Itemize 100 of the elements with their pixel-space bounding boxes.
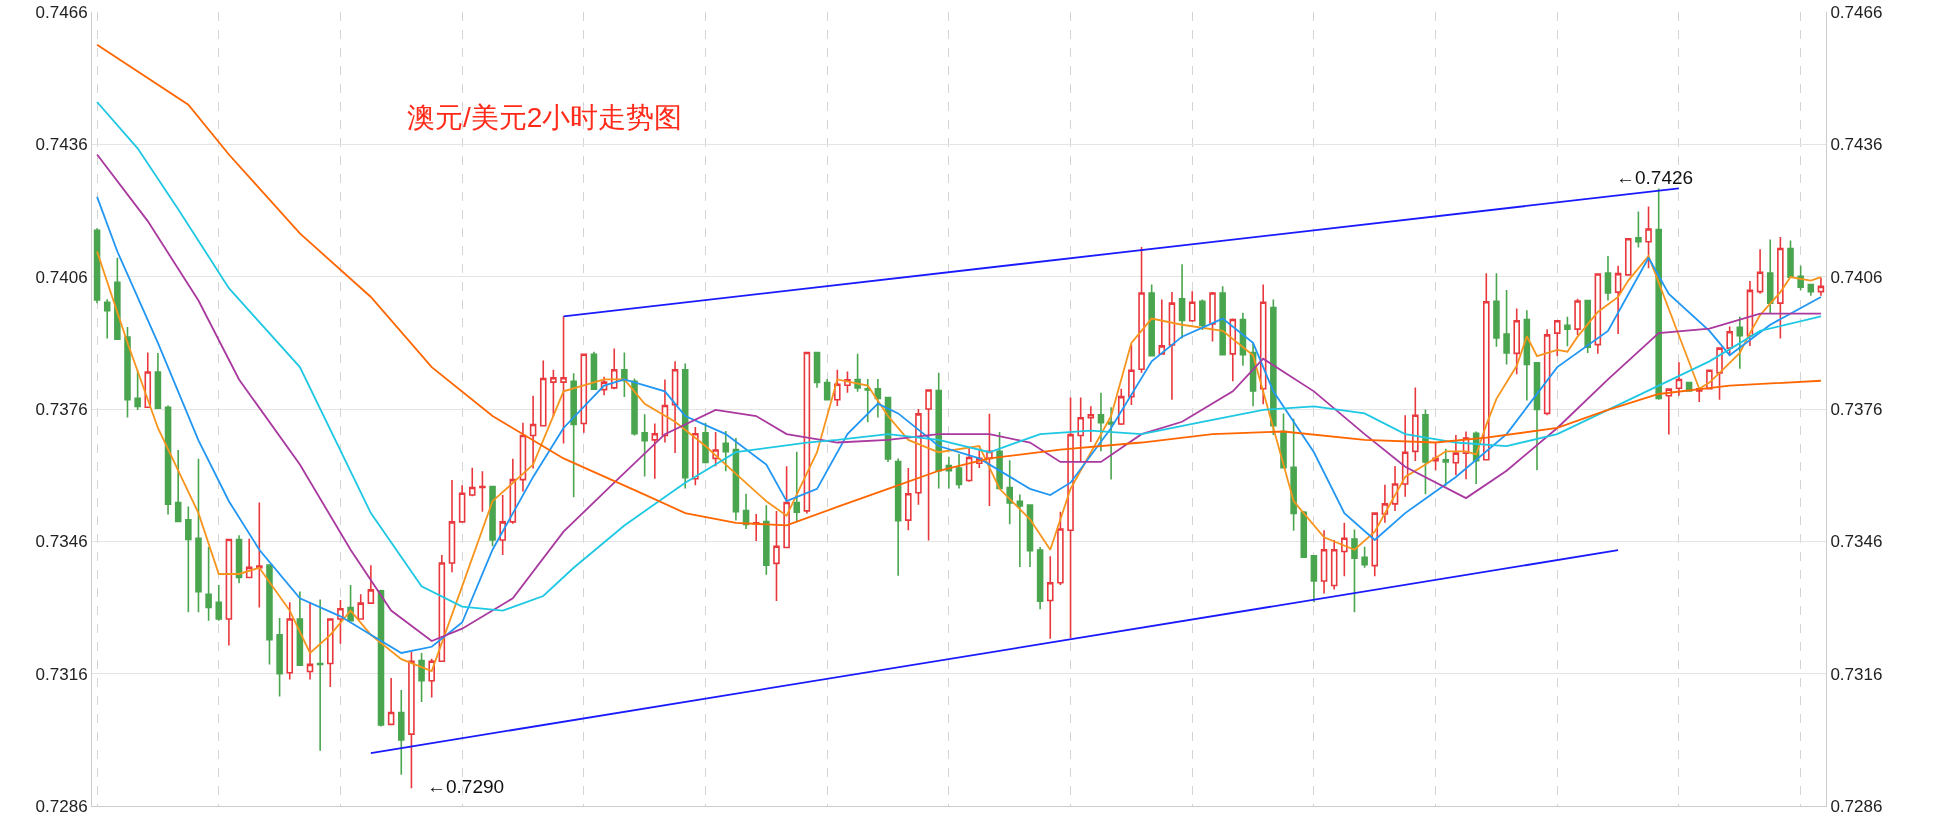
y2-tick-label: 0.7316 bbox=[1830, 664, 1883, 684]
candlestick bbox=[225, 537, 233, 647]
candlestick bbox=[752, 513, 760, 542]
candlestick bbox=[631, 377, 638, 437]
candlestick bbox=[468, 466, 476, 498]
candlestick bbox=[1046, 555, 1054, 640]
candlestick bbox=[1787, 239, 1794, 279]
candlestick bbox=[1645, 205, 1652, 270]
line-series bbox=[96, 250, 1822, 672]
candlestick bbox=[560, 315, 567, 445]
candlestick bbox=[1564, 316, 1571, 348]
candlestick bbox=[1361, 545, 1368, 569]
candlestick bbox=[1493, 272, 1500, 348]
candlestick bbox=[1766, 238, 1774, 315]
candlestick bbox=[813, 350, 821, 389]
candlestick bbox=[570, 372, 577, 499]
candlestick bbox=[1412, 386, 1419, 462]
candlestick bbox=[742, 492, 750, 530]
candlestick bbox=[955, 453, 963, 490]
y2-tick-label: 0.7466 bbox=[1830, 2, 1883, 22]
candlestick bbox=[1452, 434, 1460, 476]
candlestick bbox=[894, 457, 902, 577]
candlestick bbox=[337, 599, 344, 645]
candlestick bbox=[387, 677, 395, 726]
candlestick bbox=[1036, 546, 1044, 611]
y2-tick-label: 0.7376 bbox=[1830, 399, 1883, 419]
candlestick bbox=[185, 505, 192, 614]
line-series bbox=[96, 43, 1822, 527]
candlestick bbox=[1371, 512, 1379, 577]
candlestick bbox=[1675, 361, 1683, 397]
candlestick bbox=[692, 426, 699, 487]
candlestick bbox=[1310, 554, 1318, 604]
candlestick bbox=[1178, 263, 1186, 340]
candlestick bbox=[722, 430, 730, 472]
candlestick bbox=[1219, 285, 1226, 356]
candlestick bbox=[1726, 325, 1733, 357]
candlestick bbox=[398, 689, 405, 776]
y2-tick-label: 0.7406 bbox=[1830, 267, 1883, 287]
candlestick bbox=[408, 651, 415, 790]
candlestick bbox=[539, 359, 547, 427]
candlestick bbox=[1138, 246, 1145, 374]
candlestick bbox=[1422, 408, 1429, 495]
candlestick bbox=[458, 484, 466, 523]
candlestick bbox=[1797, 264, 1804, 292]
candlestick bbox=[1533, 361, 1541, 472]
candlestick bbox=[266, 563, 273, 666]
candlestick bbox=[174, 449, 182, 523]
candlestick bbox=[671, 360, 679, 454]
candlestick bbox=[1188, 290, 1196, 323]
candlestick bbox=[1128, 343, 1135, 406]
candlestick bbox=[276, 617, 283, 698]
candlestick bbox=[864, 378, 872, 424]
candlestick bbox=[1756, 248, 1764, 295]
candlestick bbox=[925, 389, 932, 542]
candlestick bbox=[661, 378, 669, 444]
candlestick bbox=[195, 458, 202, 614]
candlestick bbox=[103, 298, 111, 340]
candlestick bbox=[834, 368, 841, 407]
candlestick bbox=[124, 326, 131, 419]
candlestick bbox=[1442, 447, 1450, 487]
candlestick bbox=[245, 537, 253, 579]
y-tick-label: 0.7436 bbox=[35, 135, 88, 155]
candlestick bbox=[479, 470, 486, 513]
candlestick bbox=[1351, 528, 1358, 614]
candlestick bbox=[1655, 187, 1662, 401]
candlestick bbox=[1199, 298, 1206, 331]
candlestick bbox=[905, 467, 912, 532]
candlestick bbox=[1067, 396, 1074, 639]
candlestick bbox=[215, 584, 223, 622]
candlestick bbox=[1006, 459, 1013, 525]
candlestick bbox=[327, 618, 334, 688]
text: 澳元/美元2小时走势图 bbox=[406, 101, 683, 133]
candlestick bbox=[1158, 298, 1166, 355]
y-tick-label: 0.7346 bbox=[35, 532, 88, 552]
candlestick bbox=[1807, 283, 1815, 297]
candlestick bbox=[1026, 504, 1034, 568]
candlestick bbox=[316, 598, 324, 752]
candlestick bbox=[1057, 510, 1064, 586]
candlestick bbox=[783, 465, 790, 549]
candlestick bbox=[1716, 347, 1723, 401]
candlestick bbox=[296, 590, 304, 667]
annotation: ←0.7290 bbox=[427, 776, 505, 797]
candlestick bbox=[1168, 291, 1176, 401]
y-tick-label: 0.7316 bbox=[35, 664, 88, 684]
candlestick bbox=[1330, 539, 1338, 591]
y2-tick-label: 0.7286 bbox=[1830, 796, 1883, 816]
candlestick bbox=[1209, 291, 1216, 343]
candlestick bbox=[205, 546, 212, 622]
candlestick bbox=[418, 652, 425, 703]
candlestick bbox=[763, 504, 770, 576]
candlestick bbox=[823, 378, 831, 401]
candlestick bbox=[1614, 264, 1622, 335]
y2-tick-label: 0.7436 bbox=[1830, 135, 1883, 155]
line-series bbox=[96, 101, 1822, 612]
candlestick bbox=[874, 378, 882, 419]
candlestick bbox=[854, 353, 861, 393]
candlestick bbox=[1341, 522, 1348, 577]
candlestick bbox=[1381, 484, 1389, 524]
candlestick bbox=[1290, 417, 1297, 532]
annotation: ←0.7426 bbox=[1616, 167, 1694, 188]
